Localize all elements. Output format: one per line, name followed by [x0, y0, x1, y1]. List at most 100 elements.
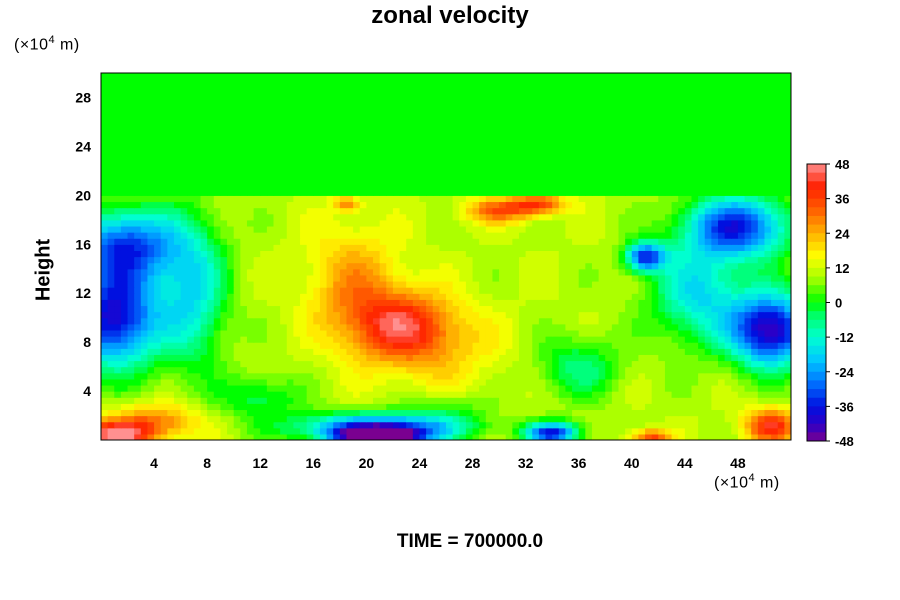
field-cell — [572, 366, 580, 374]
field-cell — [313, 397, 321, 404]
field-cell — [598, 329, 606, 337]
field-cell — [246, 421, 255, 429]
field-cell — [492, 152, 500, 160]
field-cell — [605, 287, 613, 294]
field-cell — [286, 293, 294, 300]
field-cell — [558, 366, 567, 374]
field-cell — [353, 415, 361, 423]
field-cell — [611, 287, 620, 294]
field-cell — [306, 360, 314, 368]
field-cell — [306, 170, 314, 178]
field-cell — [173, 348, 182, 355]
field-cell — [525, 360, 533, 368]
field-cell — [246, 378, 255, 386]
field-cell — [366, 170, 374, 178]
field-cell — [154, 342, 162, 349]
field-cell — [784, 164, 791, 172]
field-cell — [479, 305, 487, 313]
field-cell — [678, 360, 686, 368]
field-cell — [565, 256, 573, 264]
field-cell — [227, 293, 235, 300]
field-cell — [611, 421, 620, 429]
field-cell — [784, 213, 791, 221]
field-cell — [386, 250, 394, 258]
field-cell — [173, 183, 182, 190]
field-cell — [744, 409, 752, 417]
field-cell — [140, 378, 149, 386]
field-cell — [339, 219, 348, 227]
field-cell — [439, 336, 447, 343]
field-cell — [120, 336, 129, 343]
field-cell — [240, 158, 248, 166]
field-cell — [737, 342, 746, 349]
field-cell — [545, 366, 553, 374]
field-cell — [193, 323, 202, 331]
field-cell — [678, 152, 686, 160]
field-cell — [399, 317, 407, 325]
field-cell — [114, 403, 122, 411]
field-cell — [392, 262, 401, 270]
field-cell — [751, 152, 759, 160]
field-cell — [684, 213, 693, 221]
field-cell — [353, 176, 361, 184]
field-cell — [505, 195, 513, 203]
field-cell — [432, 323, 440, 331]
field-cell — [101, 256, 109, 264]
field-cell — [140, 415, 149, 423]
field-cell — [233, 403, 241, 411]
field-cell — [306, 183, 314, 190]
field-cell — [373, 262, 381, 270]
field-cell — [625, 244, 633, 251]
field-cell — [346, 415, 354, 423]
field-cell — [366, 427, 374, 435]
field-cell — [678, 354, 686, 362]
field-cell — [173, 354, 182, 362]
field-cell — [744, 317, 752, 325]
field-cell — [107, 336, 115, 343]
field-cell — [645, 299, 653, 307]
field-cell — [751, 232, 759, 239]
field-cell — [439, 317, 447, 325]
field-cell — [107, 342, 115, 349]
field-cell — [545, 213, 553, 221]
field-cell — [359, 195, 367, 203]
field-cell — [625, 384, 633, 392]
field-cell — [114, 219, 122, 227]
field-cell — [777, 329, 785, 337]
field-cell — [107, 207, 115, 215]
field-cell — [618, 409, 626, 417]
field-cell — [366, 195, 374, 203]
field-cell — [399, 299, 407, 307]
field-cell — [565, 213, 573, 221]
field-cell — [598, 305, 606, 313]
field-cell — [419, 256, 427, 264]
field-cell — [658, 384, 666, 392]
field-cell — [147, 317, 155, 325]
field-cell — [704, 397, 712, 404]
field-cell — [160, 225, 168, 233]
field-cell — [432, 164, 440, 172]
field-cell — [718, 354, 726, 362]
field-cell — [651, 299, 659, 307]
field-cell — [704, 342, 712, 349]
field-cell — [386, 146, 394, 154]
field-cell — [140, 336, 149, 343]
field-cell — [306, 323, 314, 331]
field-cell — [240, 403, 248, 411]
field-cell — [751, 372, 759, 380]
field-cell — [154, 262, 162, 270]
field-cell — [366, 280, 374, 288]
field-cell — [479, 299, 487, 307]
field-cell — [432, 268, 440, 276]
field-cell — [698, 146, 706, 154]
field-cell — [167, 164, 175, 172]
field-cell — [459, 232, 467, 239]
field-cell — [346, 287, 354, 294]
field-cell — [691, 329, 699, 337]
field-cell — [532, 409, 540, 417]
field-cell — [266, 305, 275, 313]
field-cell — [200, 244, 208, 251]
field-cell — [187, 360, 195, 368]
field-cell — [366, 409, 374, 417]
field-cell — [432, 232, 440, 239]
